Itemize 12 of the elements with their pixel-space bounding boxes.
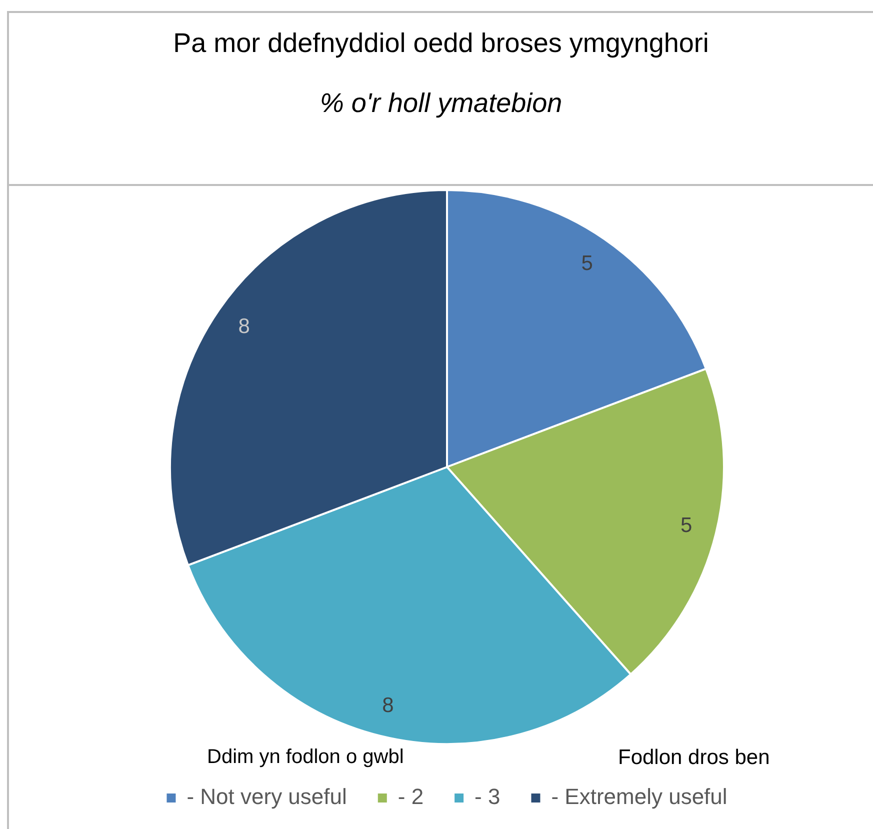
text: Ddim yn fodlon o gwbl [207, 746, 404, 769]
text: Fodlon dros ben [618, 746, 770, 770]
data-label: 5 [680, 514, 692, 537]
chart-title: Pa mor ddefnyddiol oedd broses ymgynghori [172, 27, 710, 59]
legend-label: - 2 [398, 784, 424, 810]
data-label: 5 [581, 252, 593, 275]
chart-subtitle: % o'r holl ymatebion [318, 87, 564, 119]
legend-label: - 3 [474, 784, 500, 810]
legend-label: - Extremely useful [551, 784, 728, 810]
data-label: 8 [238, 314, 250, 338]
data-label: 8 [382, 694, 394, 718]
legend-label: - Not very useful [186, 784, 347, 810]
